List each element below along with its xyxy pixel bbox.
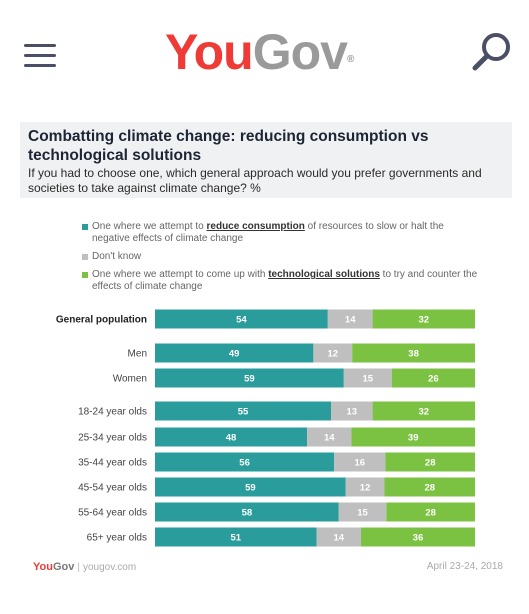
data-label: 55 xyxy=(238,407,249,418)
data-label: 58 xyxy=(242,508,253,519)
data-label: 48 xyxy=(226,433,237,444)
legend-text-post: of resources to slow or halt the negativ… xyxy=(92,221,444,244)
legend-swatch xyxy=(82,272,88,278)
legend-text-emph: reduce consumption xyxy=(206,221,305,232)
logo-gov: Gov xyxy=(252,24,348,80)
data-label: 26 xyxy=(428,374,439,385)
bar-segment xyxy=(351,427,475,447)
footer-date: April 23-24, 2018 xyxy=(426,561,503,572)
category-label: 18-24 year olds xyxy=(78,407,147,418)
legend-text-post: to try and counter the effects of climat… xyxy=(92,269,478,292)
stacked-bar-chart: General population 54 14 32 Men 49 12 38 Women 59… xyxy=(56,309,475,547)
bar-segment xyxy=(352,343,475,363)
chart-subtitle: If you had to choose one, which general … xyxy=(28,166,482,195)
data-label: 54 xyxy=(236,315,247,326)
data-label: 56 xyxy=(239,458,250,469)
footer: YouGov | yougov.com April 23-24, 2018 xyxy=(33,561,503,577)
bar-segment xyxy=(155,427,308,447)
data-label: 49 xyxy=(229,349,240,360)
bar-segment xyxy=(386,502,475,522)
logo-you: You xyxy=(165,24,254,80)
chart-title: Combatting climate change: reducing cons… xyxy=(28,128,429,164)
data-label: 12 xyxy=(360,483,371,494)
data-label: 32 xyxy=(419,407,430,418)
data-label: 39 xyxy=(408,433,419,444)
bar-segment xyxy=(384,477,475,497)
data-label: 13 xyxy=(347,407,358,418)
bar-segment xyxy=(345,477,385,497)
data-label: 14 xyxy=(324,433,335,444)
top-bar: YouGov® xyxy=(0,0,529,95)
bar-segment xyxy=(155,477,346,497)
data-label: 36 xyxy=(413,533,424,544)
legend-text-emph: technological solutions xyxy=(268,269,380,280)
chart-header: Combatting climate change: reducing cons… xyxy=(20,122,512,198)
data-label: 51 xyxy=(231,533,242,544)
bar-segment xyxy=(155,343,314,363)
bar-segment xyxy=(331,401,373,421)
bar-segment xyxy=(360,527,475,547)
data-label: 14 xyxy=(345,315,356,326)
category-label: 45-54 year olds xyxy=(78,483,147,494)
bar-segment xyxy=(316,527,361,547)
hamburger-menu-icon[interactable] xyxy=(24,44,56,68)
category-label: 25-34 year olds xyxy=(78,433,147,444)
data-label: 28 xyxy=(425,508,436,519)
bar-segment xyxy=(343,368,392,388)
footer-separator: | xyxy=(77,562,80,573)
bar-segment xyxy=(338,502,387,522)
bar-segment xyxy=(334,452,386,472)
data-label: 28 xyxy=(424,483,435,494)
search-icon[interactable] xyxy=(470,30,514,74)
bar-segment xyxy=(307,427,352,447)
data-label: 15 xyxy=(357,508,368,519)
bar-segment xyxy=(327,309,373,329)
bar-segment xyxy=(313,343,353,363)
category-label: Women xyxy=(113,374,147,385)
legend-swatch xyxy=(82,254,88,260)
data-label: 14 xyxy=(333,533,344,544)
legend-text-pre: One where we attempt to come up with xyxy=(92,269,269,280)
footer-site-link[interactable]: yougov.com xyxy=(82,562,137,573)
bar-segment xyxy=(155,309,328,329)
category-label: 65+ year olds xyxy=(87,533,147,544)
legend-item-dont-know: Don't know xyxy=(82,251,482,263)
bar-segment xyxy=(385,452,475,472)
legend-swatch xyxy=(82,224,88,230)
footer-logo-gov: Gov xyxy=(52,561,75,573)
bar-segment xyxy=(155,502,339,522)
yougov-logo[interactable]: YouGov® xyxy=(165,22,354,82)
bar-segment xyxy=(155,527,317,547)
chart-legend: One where we attempt to reduce consumpti… xyxy=(82,221,482,299)
legend-text-pre: Don't know xyxy=(92,251,142,262)
data-label: 15 xyxy=(363,374,374,385)
data-label: 16 xyxy=(355,458,366,469)
logo-registered: ® xyxy=(346,54,354,65)
bar-segment xyxy=(155,401,331,421)
data-label: 28 xyxy=(425,458,436,469)
category-label: Men xyxy=(128,349,147,360)
bar-segment xyxy=(155,452,335,472)
legend-item-technological-solutions: One where we attempt to come up with tec… xyxy=(82,269,482,293)
category-label: 55-64 year olds xyxy=(78,508,147,519)
bar-segment xyxy=(372,401,475,421)
legend-item-reduce-consumption: One where we attempt to reduce consumpti… xyxy=(82,221,482,245)
data-label: 12 xyxy=(327,349,338,360)
category-label: 35-44 year olds xyxy=(78,458,147,469)
data-label: 59 xyxy=(245,483,256,494)
bar-segment xyxy=(155,368,344,388)
legend-text-pre: One where we attempt to xyxy=(92,221,207,232)
footer-logo-you: You xyxy=(33,561,53,573)
data-label: 32 xyxy=(419,315,430,326)
bar-segment xyxy=(372,309,475,329)
data-label: 59 xyxy=(244,374,255,385)
data-label: 38 xyxy=(408,349,419,360)
footer-logo[interactable]: YouGov xyxy=(33,561,74,573)
bar-segment xyxy=(391,368,475,388)
category-label: General population xyxy=(56,315,147,326)
